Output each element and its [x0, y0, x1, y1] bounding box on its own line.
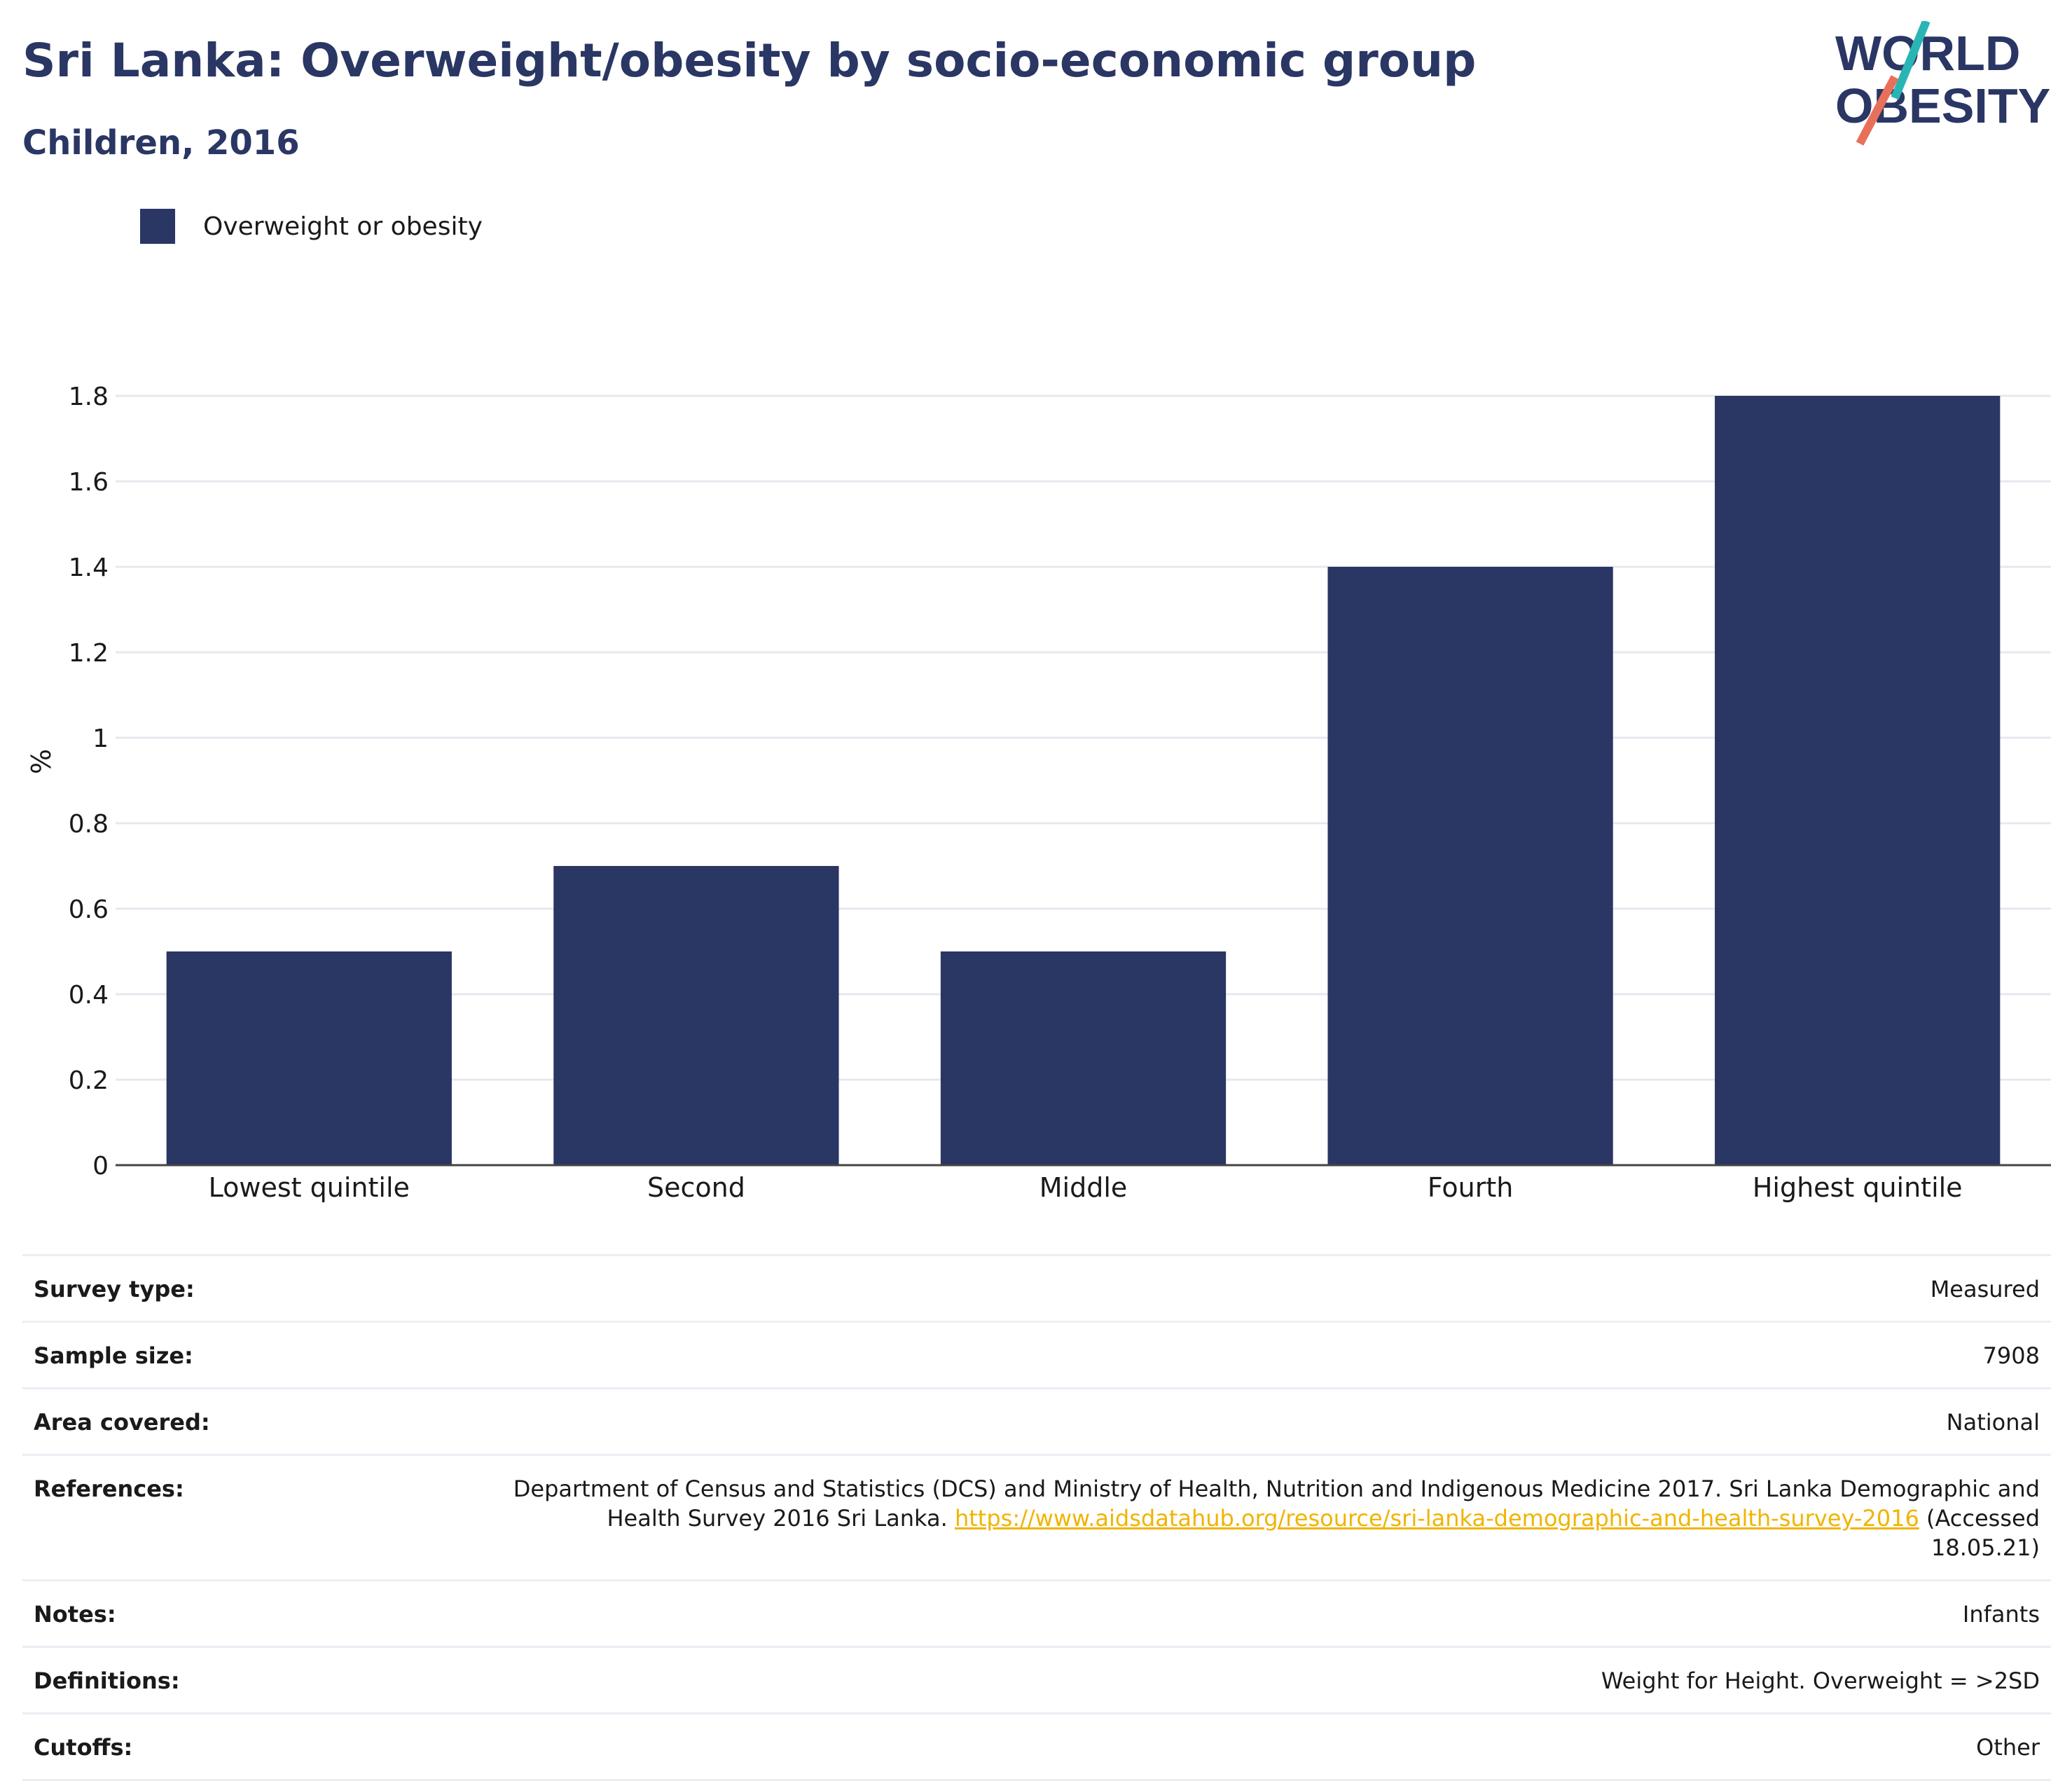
y-tick-label: 0	[92, 1152, 109, 1181]
y-tick-label: 1.8	[69, 383, 109, 411]
meta-row: Definitions: Weight for Height. Overweigh…	[22, 1646, 2051, 1712]
meta-row: Notes: Infants	[22, 1579, 2051, 1646]
x-tick-label: Lowest quintile	[209, 1172, 410, 1203]
meta-key: Sample size:	[34, 1342, 193, 1369]
meta-value: Infants	[1962, 1601, 2040, 1628]
legend-label-overweight: Overweight or obesity	[203, 212, 483, 241]
meta-value: Other	[1976, 1734, 2040, 1761]
meta-value: Weight for Height. Overweight = >2SD	[1601, 1667, 2040, 1694]
survey-metadata-table: Survey type: Measured Sample size: 7908 Area…	[22, 1254, 2051, 1781]
y-axis-label: %	[26, 749, 57, 774]
x-tick-label: Fourth	[1428, 1172, 1513, 1203]
y-tick-label: 0.2	[69, 1066, 109, 1095]
world-obesity-logo: WORLD OBESITY	[1835, 21, 2050, 146]
bar-chart: 0 0.2 0.4 0.6 0.8 1 1.2 1.4 1.6 1.8 Lowest quinti…	[26, 383, 2051, 1203]
logo-slash-teal	[1891, 21, 1931, 100]
legend-swatch-overweight	[140, 209, 175, 244]
meta-row: Sample size: 7908	[22, 1321, 2051, 1387]
bar-middle[interactable]	[940, 951, 1227, 1165]
logo-slash-coral	[1856, 75, 1899, 146]
meta-row: Cutoffs: Other	[22, 1712, 2051, 1781]
meta-key: Definitions:	[34, 1667, 180, 1694]
reference-accessed: (Accessed 18.05.21)	[1919, 1505, 2040, 1561]
bars	[166, 396, 2001, 1165]
bar-fourth[interactable]	[1327, 567, 1613, 1165]
meta-value: Department of Census and Statistics (DCS…	[499, 1474, 2040, 1562]
y-tick-label: 1.2	[69, 639, 109, 668]
meta-key: References:	[34, 1476, 184, 1502]
meta-key: Survey type:	[34, 1276, 195, 1302]
y-tick-label: 0.4	[69, 981, 109, 1010]
meta-row: Area covered: National	[22, 1387, 2051, 1454]
y-tick-label: 0.8	[69, 810, 109, 839]
y-axis-ticks: 0 0.2 0.4 0.6 0.8 1 1.2 1.4 1.6 1.8	[69, 383, 109, 1181]
x-tick-label: Highest quintile	[1753, 1172, 1963, 1203]
reference-link[interactable]: https://www.aidsdatahub.org/resource/sri…	[954, 1505, 1919, 1532]
meta-value: National	[1946, 1409, 2040, 1436]
chart-legend: Overweight or obesity	[140, 207, 483, 245]
meta-row: Survey type: Measured	[22, 1254, 2051, 1321]
meta-row: References: Department of Census and Stat…	[22, 1454, 2051, 1579]
logo-line-1: WORLD	[1835, 26, 2020, 81]
bar-second[interactable]	[553, 866, 839, 1165]
y-tick-label: 1	[92, 724, 109, 753]
x-tick-label: Second	[647, 1172, 745, 1203]
meta-key: Area covered:	[34, 1409, 210, 1436]
x-axis-ticks: Lowest quintile Second Middle Fourth Highest…	[209, 1172, 1963, 1203]
y-tick-label: 1.4	[69, 553, 109, 582]
bar-lowest-quintile[interactable]	[166, 951, 452, 1165]
chart-title: Sri Lanka: Overweight/obesity by socio-e…	[22, 34, 1477, 88]
y-tick-label: 1.6	[69, 468, 109, 497]
meta-key: Notes:	[34, 1601, 116, 1628]
reference-text: Department of Census and Statistics (DCS…	[513, 1476, 2040, 1532]
chart-subtitle: Children, 2016	[22, 123, 300, 163]
meta-key: Cutoffs:	[34, 1734, 133, 1761]
meta-value: Measured	[1930, 1276, 2040, 1302]
y-tick-label: 0.6	[69, 895, 109, 924]
bar-highest-quintile[interactable]	[1715, 396, 2001, 1165]
meta-value: 7908	[1982, 1342, 2040, 1369]
x-tick-label: Middle	[1040, 1172, 1128, 1203]
